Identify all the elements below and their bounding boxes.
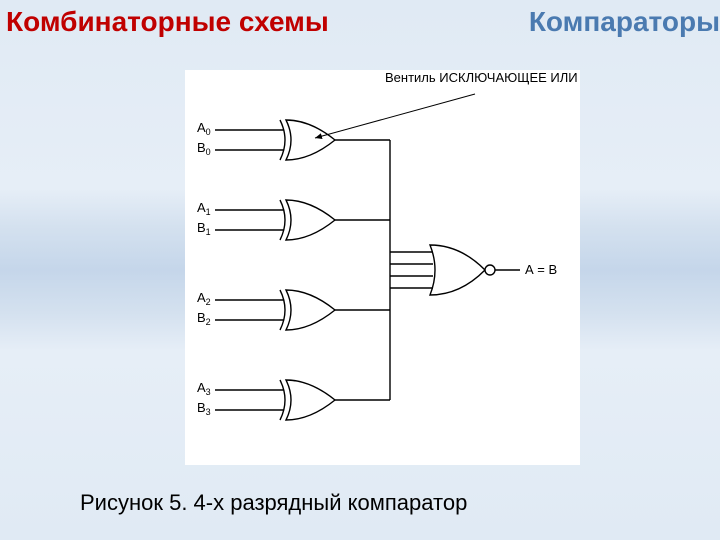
svg-text:B0: B0 xyxy=(197,140,211,157)
title-comparators: Компараторы xyxy=(529,6,720,38)
svg-text:A1: A1 xyxy=(197,200,211,217)
svg-text:B3: B3 xyxy=(197,400,211,417)
slide: Комбинаторные схемы Компараторы Вентиль … xyxy=(0,0,720,540)
svg-text:A2: A2 xyxy=(197,290,211,307)
svg-text:A0: A0 xyxy=(197,120,211,137)
svg-text:B1: B1 xyxy=(197,220,211,237)
title-combinatorial: Комбинаторные схемы xyxy=(6,6,329,38)
svg-text:B2: B2 xyxy=(197,310,211,327)
comparator-diagram: Вентиль ИСКЛЮЧАЮЩЕЕ ИЛИ А = В A0 B0 A1 B1 A2 B2… xyxy=(185,70,580,465)
figure-caption: Рисунок 5. 4-х разрядный компаратор xyxy=(80,490,467,516)
circuit-svg: Вентиль ИСКЛЮЧАЮЩЕЕ ИЛИ А = В A0 B0 A1 B1 A2 B2… xyxy=(185,70,580,465)
svg-text:Вентиль ИСКЛЮЧАЮЩЕЕ ИЛИ: Вентиль ИСКЛЮЧАЮЩЕЕ ИЛИ xyxy=(385,70,578,85)
svg-text:А = В: А = В xyxy=(525,262,557,277)
svg-text:A3: A3 xyxy=(197,380,211,397)
